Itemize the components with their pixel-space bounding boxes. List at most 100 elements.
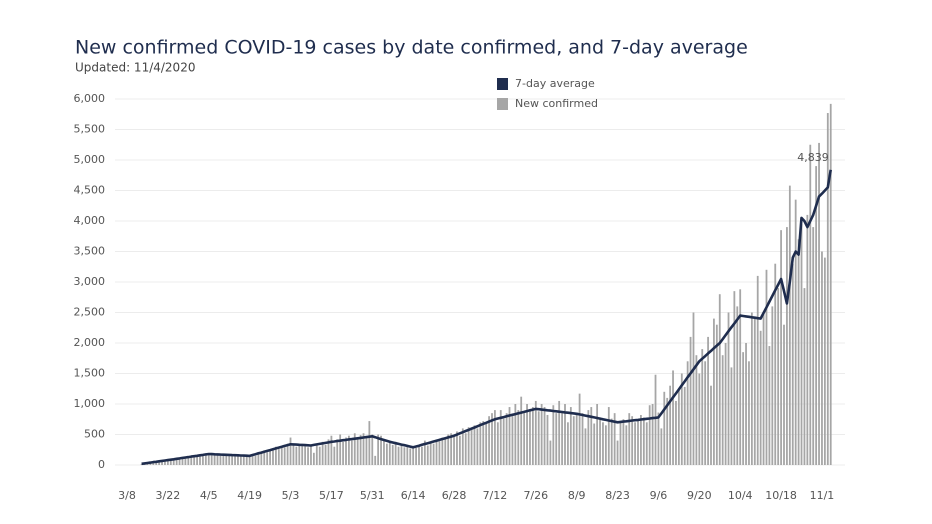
bar — [359, 435, 362, 465]
bar — [552, 405, 555, 465]
bar — [517, 410, 520, 465]
bar — [718, 294, 721, 465]
bar — [613, 413, 616, 465]
bar — [482, 421, 485, 465]
bar — [791, 263, 794, 465]
bar — [204, 453, 207, 465]
y-tick-label: 3,000 — [74, 275, 106, 288]
bar — [365, 437, 368, 465]
bar — [301, 446, 304, 465]
bar — [222, 454, 225, 465]
bar — [456, 431, 458, 465]
y-tick-label: 4,500 — [74, 184, 106, 197]
bar — [155, 461, 158, 465]
bar — [178, 458, 181, 465]
bar — [187, 456, 190, 465]
bar — [438, 441, 441, 465]
bar — [809, 144, 812, 465]
bar — [788, 185, 791, 465]
bar — [350, 440, 353, 465]
bar — [666, 397, 669, 465]
bar — [686, 361, 689, 465]
bar — [161, 460, 163, 465]
bar — [362, 433, 365, 465]
bar — [534, 400, 537, 465]
bar — [581, 413, 584, 465]
bar — [377, 434, 380, 465]
bar — [651, 404, 654, 465]
bar — [818, 142, 820, 466]
bar — [199, 454, 201, 465]
bar — [543, 407, 546, 465]
bar — [421, 446, 423, 465]
bar — [675, 400, 677, 465]
bar — [736, 306, 739, 465]
bar — [260, 453, 263, 465]
bar — [739, 289, 742, 465]
bar — [245, 455, 248, 465]
bar — [508, 407, 511, 465]
bar — [266, 452, 269, 465]
bar — [310, 446, 312, 465]
bar — [523, 413, 526, 465]
y-tick-label: 500 — [84, 428, 105, 441]
bar — [219, 455, 222, 465]
bar — [730, 367, 733, 465]
bar — [607, 407, 610, 465]
bar — [388, 440, 391, 465]
bar — [406, 446, 409, 465]
bar — [485, 423, 488, 465]
bar — [383, 439, 385, 465]
bar — [794, 199, 797, 465]
bar — [680, 373, 683, 465]
bar — [558, 400, 561, 465]
bar — [657, 412, 660, 465]
bar — [587, 410, 590, 465]
bar — [721, 355, 724, 465]
bar — [280, 446, 283, 465]
bar — [397, 446, 400, 465]
bar — [669, 385, 672, 465]
bar — [692, 312, 695, 465]
bar — [593, 423, 596, 465]
y-tick-label: 1,000 — [74, 397, 106, 410]
y-tick-label: 2,500 — [74, 306, 106, 319]
bar — [514, 404, 517, 465]
bar — [546, 414, 549, 465]
chart-subtitle: Updated: 11/4/2020 — [75, 61, 195, 75]
bar — [435, 439, 438, 465]
bar — [336, 439, 339, 465]
bar — [458, 435, 461, 465]
bar — [637, 419, 639, 465]
bar — [628, 413, 631, 465]
bar — [385, 443, 388, 465]
bar — [526, 404, 528, 465]
legend-swatch — [497, 98, 508, 110]
bar — [295, 446, 298, 465]
bar — [742, 352, 745, 465]
legend-swatch — [497, 78, 508, 90]
bar — [263, 450, 266, 465]
bar — [277, 449, 280, 465]
annotation: 4,839 — [797, 151, 829, 164]
bar — [569, 407, 572, 465]
bar — [753, 318, 756, 465]
bar — [561, 411, 563, 465]
bar — [216, 453, 219, 465]
bar — [806, 214, 809, 465]
bar — [698, 373, 701, 465]
bar — [777, 288, 780, 465]
bar — [584, 428, 587, 465]
bar — [590, 407, 593, 465]
bar — [494, 410, 496, 465]
x-tick-label: 10/4 — [728, 489, 753, 502]
y-tick-label: 4,000 — [74, 214, 106, 227]
bar — [572, 416, 575, 465]
x-tick-label: 4/19 — [237, 489, 262, 502]
bar — [619, 422, 622, 465]
chart-title: New confirmed COVID-19 cases by date con… — [75, 37, 748, 59]
bar — [345, 437, 347, 465]
bar — [461, 428, 464, 465]
x-tick-label: 6/28 — [442, 489, 467, 502]
bar — [783, 324, 785, 465]
